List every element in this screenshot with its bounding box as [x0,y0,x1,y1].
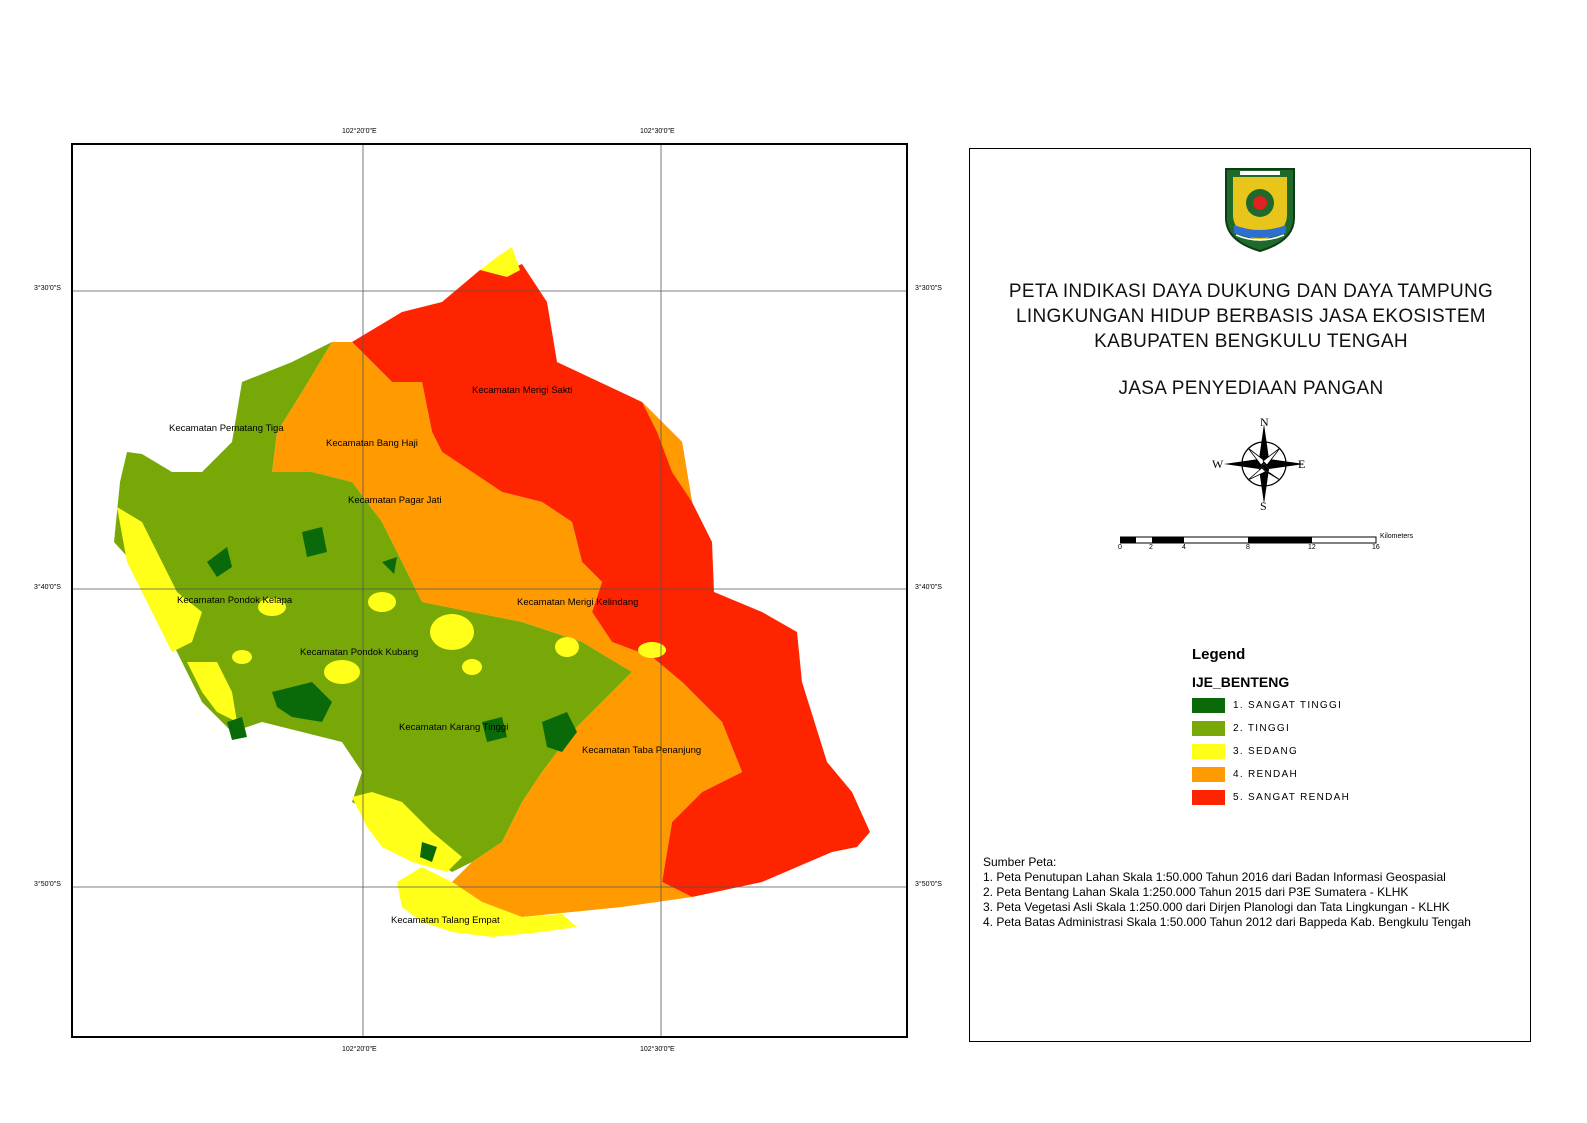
map-title-line-1: PETA INDIKASI DAYA DUKUNG DAN DAYA TAMPU… [1008,281,1494,302]
legend-label: 5. SANGAT RENDAH [1233,792,1351,803]
place-pondok-kubang[interactable]: Kecamatan Pondok Kubang [300,647,419,658]
legend-swatch [1192,698,1225,713]
emblem-logo [1225,168,1295,253]
scale-unit: Kilometers [1380,533,1414,540]
region-rendah [272,342,742,917]
region-sedang-patch-4 [555,637,579,657]
source-item-1: 1. Peta Penutupan Lahan Skala 1:50.000 T… [983,870,1446,884]
lat-label-right-2: 3°40'0"S [915,584,942,591]
scale-tick-2: 2 [1149,544,1153,551]
compass-north: N [1260,415,1269,429]
legend-swatch [1192,721,1225,736]
region-rendah-east [642,402,692,502]
legend-item-sangat-rendah[interactable]: 5. SANGAT RENDAH [1192,790,1350,805]
place-merigi-sakti[interactable]: Kecamatan Merigi Sakti [472,385,573,396]
scale-tick-12: 12 [1308,544,1316,551]
legend-label: 1. SANGAT TINGGI [1233,700,1343,711]
scale-tick-4: 4 [1182,544,1186,551]
source-item-3: 3. Peta Vegetasi Asli Skala 1:250.000 da… [983,900,1450,914]
map-title-line-3: KABUPATEN BENGKULU TENGAH [1094,331,1408,352]
place-pondok-kelapa[interactable]: Kecamatan Pondok Kelapa [177,595,293,606]
compass-south: S [1260,499,1267,513]
map-canvas [73,145,906,1036]
legend-swatch [1192,790,1225,805]
place-karang-tinggi[interactable]: Kecamatan Karang Tinggi [399,722,509,733]
compass-icon [1224,424,1304,504]
source-item-2: 2. Peta Bentang Lahan Skala 1:250.000 Ta… [983,885,1409,899]
region-sedang-patch-2 [368,592,396,612]
legend-label: 3. SEDANG [1233,746,1299,757]
region-sangat-tinggi-7 [302,527,327,557]
compass-rose: N S W E [1212,415,1306,513]
place-pematang-tiga[interactable]: Kecamatan Pematang Tiga [169,423,284,434]
lat-label-left-3: 3°50'0"S [34,881,61,888]
lat-label-right-1: 3°30'0"S [915,285,942,292]
map-sources: Sumber Peta: 1. Peta Penutupan Lahan Ska… [983,855,1471,930]
lon-label-top-2: 102°30'0"E [640,128,675,135]
map-title-line-2: LINGKUNGAN HIDUP BERBASIS JASA EKOSISTEM [1016,306,1486,327]
region-sedang-patch-7 [258,598,286,616]
scale-bar [1120,536,1377,544]
legend-heading: Legend [1192,646,1246,663]
scale-tick-16: 16 [1372,544,1380,551]
lon-label-top-1: 102°20'0"E [342,128,377,135]
region-sedang-patch-5 [638,642,666,658]
legend-item-sangat-tinggi[interactable]: 1. SANGAT TINGGI [1192,698,1342,713]
source-item-4: 4. Peta Batas Administrasi Skala 1:50.00… [983,915,1471,929]
region-sedang-south [397,867,577,937]
place-talang-empat[interactable]: Kecamatan Talang Empat [391,915,500,926]
compass-west: W [1212,457,1224,471]
legend-label: 2. TINGGI [1233,723,1291,734]
region-sangat-tinggi-5 [420,842,437,862]
map-frame[interactable]: Kecamatan Merigi Sakti Kecamatan Pematan… [71,143,908,1038]
scale-tick-0: 0 [1118,544,1122,551]
region-sangat-tinggi-8 [482,717,507,742]
region-sangat-tinggi-4 [382,557,397,574]
region-sangat-tinggi-2 [542,712,577,752]
legend-item-sedang[interactable]: 3. SEDANG [1192,744,1298,759]
lat-label-left-2: 3°40'0"S [34,584,61,591]
lat-label-right-3: 3°50'0"S [915,881,942,888]
legend-swatch [1192,767,1225,782]
legend-label: 4. RENDAH [1233,769,1299,780]
legend-layer-name: IJE_BENTENG [1192,674,1290,690]
lon-label-bottom-2: 102°30'0"E [640,1046,675,1053]
legend-item-tinggi[interactable]: 2. TINGGI [1192,721,1290,736]
legend-swatch [1192,744,1225,759]
region-sangat-tinggi-3 [227,717,247,740]
region-sedang-patch-8 [232,650,252,664]
sources-heading: Sumber Peta: [983,855,1057,869]
region-sedang-patch-1 [430,614,474,650]
map-subtitle: JASA PENYEDIAAN PANGAN [1118,378,1384,399]
region-sedang-west [117,507,202,652]
place-pagar-jati[interactable]: Kecamatan Pagar Jati [348,495,442,506]
region-sedang-patch-3 [324,660,360,684]
place-bang-haji[interactable]: Kecamatan Bang Haji [326,438,418,449]
region-sangat-tinggi-6 [207,547,232,577]
place-taba-penanjung[interactable]: Kecamatan Taba Penanjung [582,745,702,756]
legend-item-rendah[interactable]: 4. RENDAH [1192,767,1298,782]
region-sangat-tinggi-1 [272,682,332,722]
region-sedang-patch-6 [462,659,482,675]
info-panel: PETA INDIKASI DAYA DUKUNG DAN DAYA TAMPU… [969,148,1531,1042]
place-merigi-kelindang[interactable]: Kecamatan Merigi Kelindang [517,597,639,608]
region-sedang-west2 [187,662,237,722]
scale-tick-8: 8 [1246,544,1250,551]
lat-label-left-1: 3°30'0"S [34,285,61,292]
region-sangat-rendah [352,264,870,897]
lon-label-bottom-1: 102°20'0"E [342,1046,377,1053]
region-sedang-north [480,247,520,277]
compass-east: E [1298,457,1306,471]
